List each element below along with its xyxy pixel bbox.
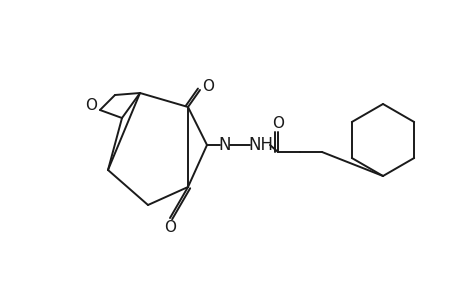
Text: N: N [218, 136, 231, 154]
Text: O: O [164, 220, 176, 236]
Text: NH: NH [248, 136, 273, 154]
Text: O: O [85, 98, 97, 112]
Text: O: O [202, 79, 213, 94]
Text: O: O [271, 116, 283, 130]
